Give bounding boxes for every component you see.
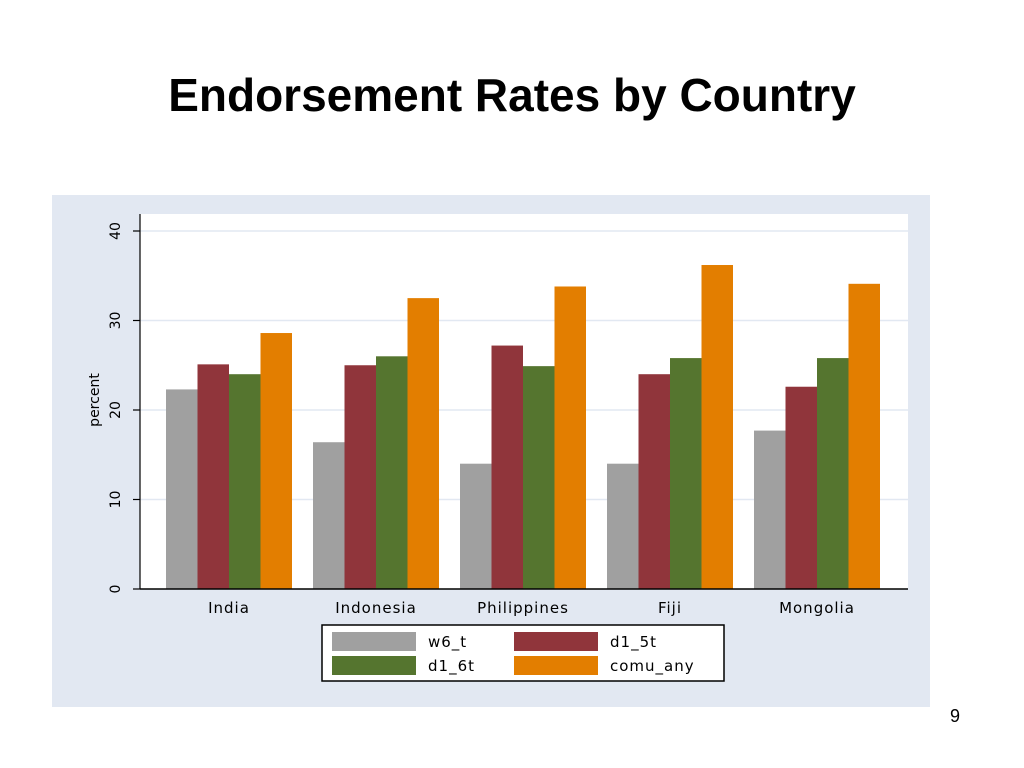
slide-title: Endorsement Rates by Country xyxy=(168,69,856,121)
bar-d1_5t-fiji xyxy=(638,374,670,589)
bar-chart: 0 10 20 30 40 India Indonesia Philippines Fiji Mo… xyxy=(87,214,908,682)
legend-label-comu_any: comu_any xyxy=(610,657,695,676)
legend-swatch-d1_6t xyxy=(332,656,416,675)
x-tick-label: India xyxy=(208,599,250,617)
bars xyxy=(166,265,880,589)
y-tick-label: 40 xyxy=(108,222,124,240)
bar-w6_t-indonesia xyxy=(313,442,345,589)
page-number: 9 xyxy=(949,706,960,726)
bar-w6_t-india xyxy=(166,389,198,589)
x-tick-label: Philippines xyxy=(477,599,569,617)
bar-d1_6t-india xyxy=(229,374,261,589)
legend-label-d1_5t: d1_5t xyxy=(610,633,657,652)
bar-comu_any-philippines xyxy=(554,286,586,589)
bar-comu_any-india xyxy=(260,333,292,589)
bar-d1_5t-india xyxy=(197,364,229,589)
y-tick-label: 0 xyxy=(108,585,124,594)
y-axis-label: percent xyxy=(87,373,103,427)
bar-w6_t-mongolia xyxy=(754,430,786,589)
legend-swatch-comu_any xyxy=(514,656,598,675)
bar-w6_t-fiji xyxy=(607,463,639,589)
axes: 0 10 20 30 40 India Indonesia Philippines Fiji Mo… xyxy=(108,214,908,617)
legend-swatch-w6_t xyxy=(332,632,416,651)
bar-w6_t-philippines xyxy=(460,463,492,589)
bar-d1_5t-philippines xyxy=(491,345,523,589)
bar-comu_any-indonesia xyxy=(407,298,439,589)
legend-label-w6_t: w6_t xyxy=(428,633,467,652)
bar-d1_6t-mongolia xyxy=(817,358,849,589)
x-tick-label: Mongolia xyxy=(779,599,855,617)
bar-d1_6t-fiji xyxy=(670,358,702,589)
bar-d1_6t-philippines xyxy=(523,366,555,589)
x-tick-label: Fiji xyxy=(658,599,682,617)
chart-panel: 0 10 20 30 40 India Indonesia Philippines Fiji Mo… xyxy=(52,195,930,707)
y-tick-label: 10 xyxy=(108,491,124,509)
legend-label-d1_6t: d1_6t xyxy=(428,657,475,676)
x-tick-label: Indonesia xyxy=(335,599,417,617)
bar-d1_6t-indonesia xyxy=(376,356,408,589)
y-tick-label: 30 xyxy=(108,312,124,330)
bar-d1_5t-mongolia xyxy=(785,386,817,589)
bar-comu_any-mongolia xyxy=(848,283,880,589)
legend: w6_t d1_5t d1_6t comu_any xyxy=(321,624,725,682)
bar-d1_5t-indonesia xyxy=(344,365,376,589)
legend-swatch-d1_5t xyxy=(514,632,598,651)
y-tick-label: 20 xyxy=(108,401,124,419)
bar-comu_any-fiji xyxy=(701,265,733,589)
